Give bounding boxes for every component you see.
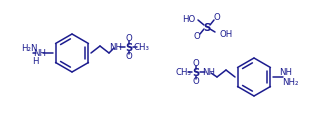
Text: O: O [193, 59, 199, 68]
Text: O: O [214, 13, 220, 22]
Text: S: S [203, 23, 211, 33]
Text: OH: OH [219, 30, 232, 39]
Text: H: H [32, 57, 38, 66]
Text: S: S [125, 43, 133, 53]
Text: NH: NH [33, 49, 47, 58]
Text: NH₂: NH₂ [282, 78, 298, 87]
Text: NH: NH [279, 68, 293, 77]
Text: NH: NH [202, 68, 215, 77]
Text: NH: NH [110, 43, 122, 52]
Text: HO: HO [182, 14, 195, 23]
Text: O: O [193, 77, 199, 86]
Text: O: O [126, 34, 133, 43]
Text: CH₃: CH₃ [175, 68, 191, 77]
Text: H₂N: H₂N [21, 44, 37, 53]
Text: S: S [193, 67, 200, 77]
Text: O: O [194, 32, 200, 41]
Text: CH₃: CH₃ [134, 43, 150, 52]
Text: O: O [126, 52, 133, 61]
